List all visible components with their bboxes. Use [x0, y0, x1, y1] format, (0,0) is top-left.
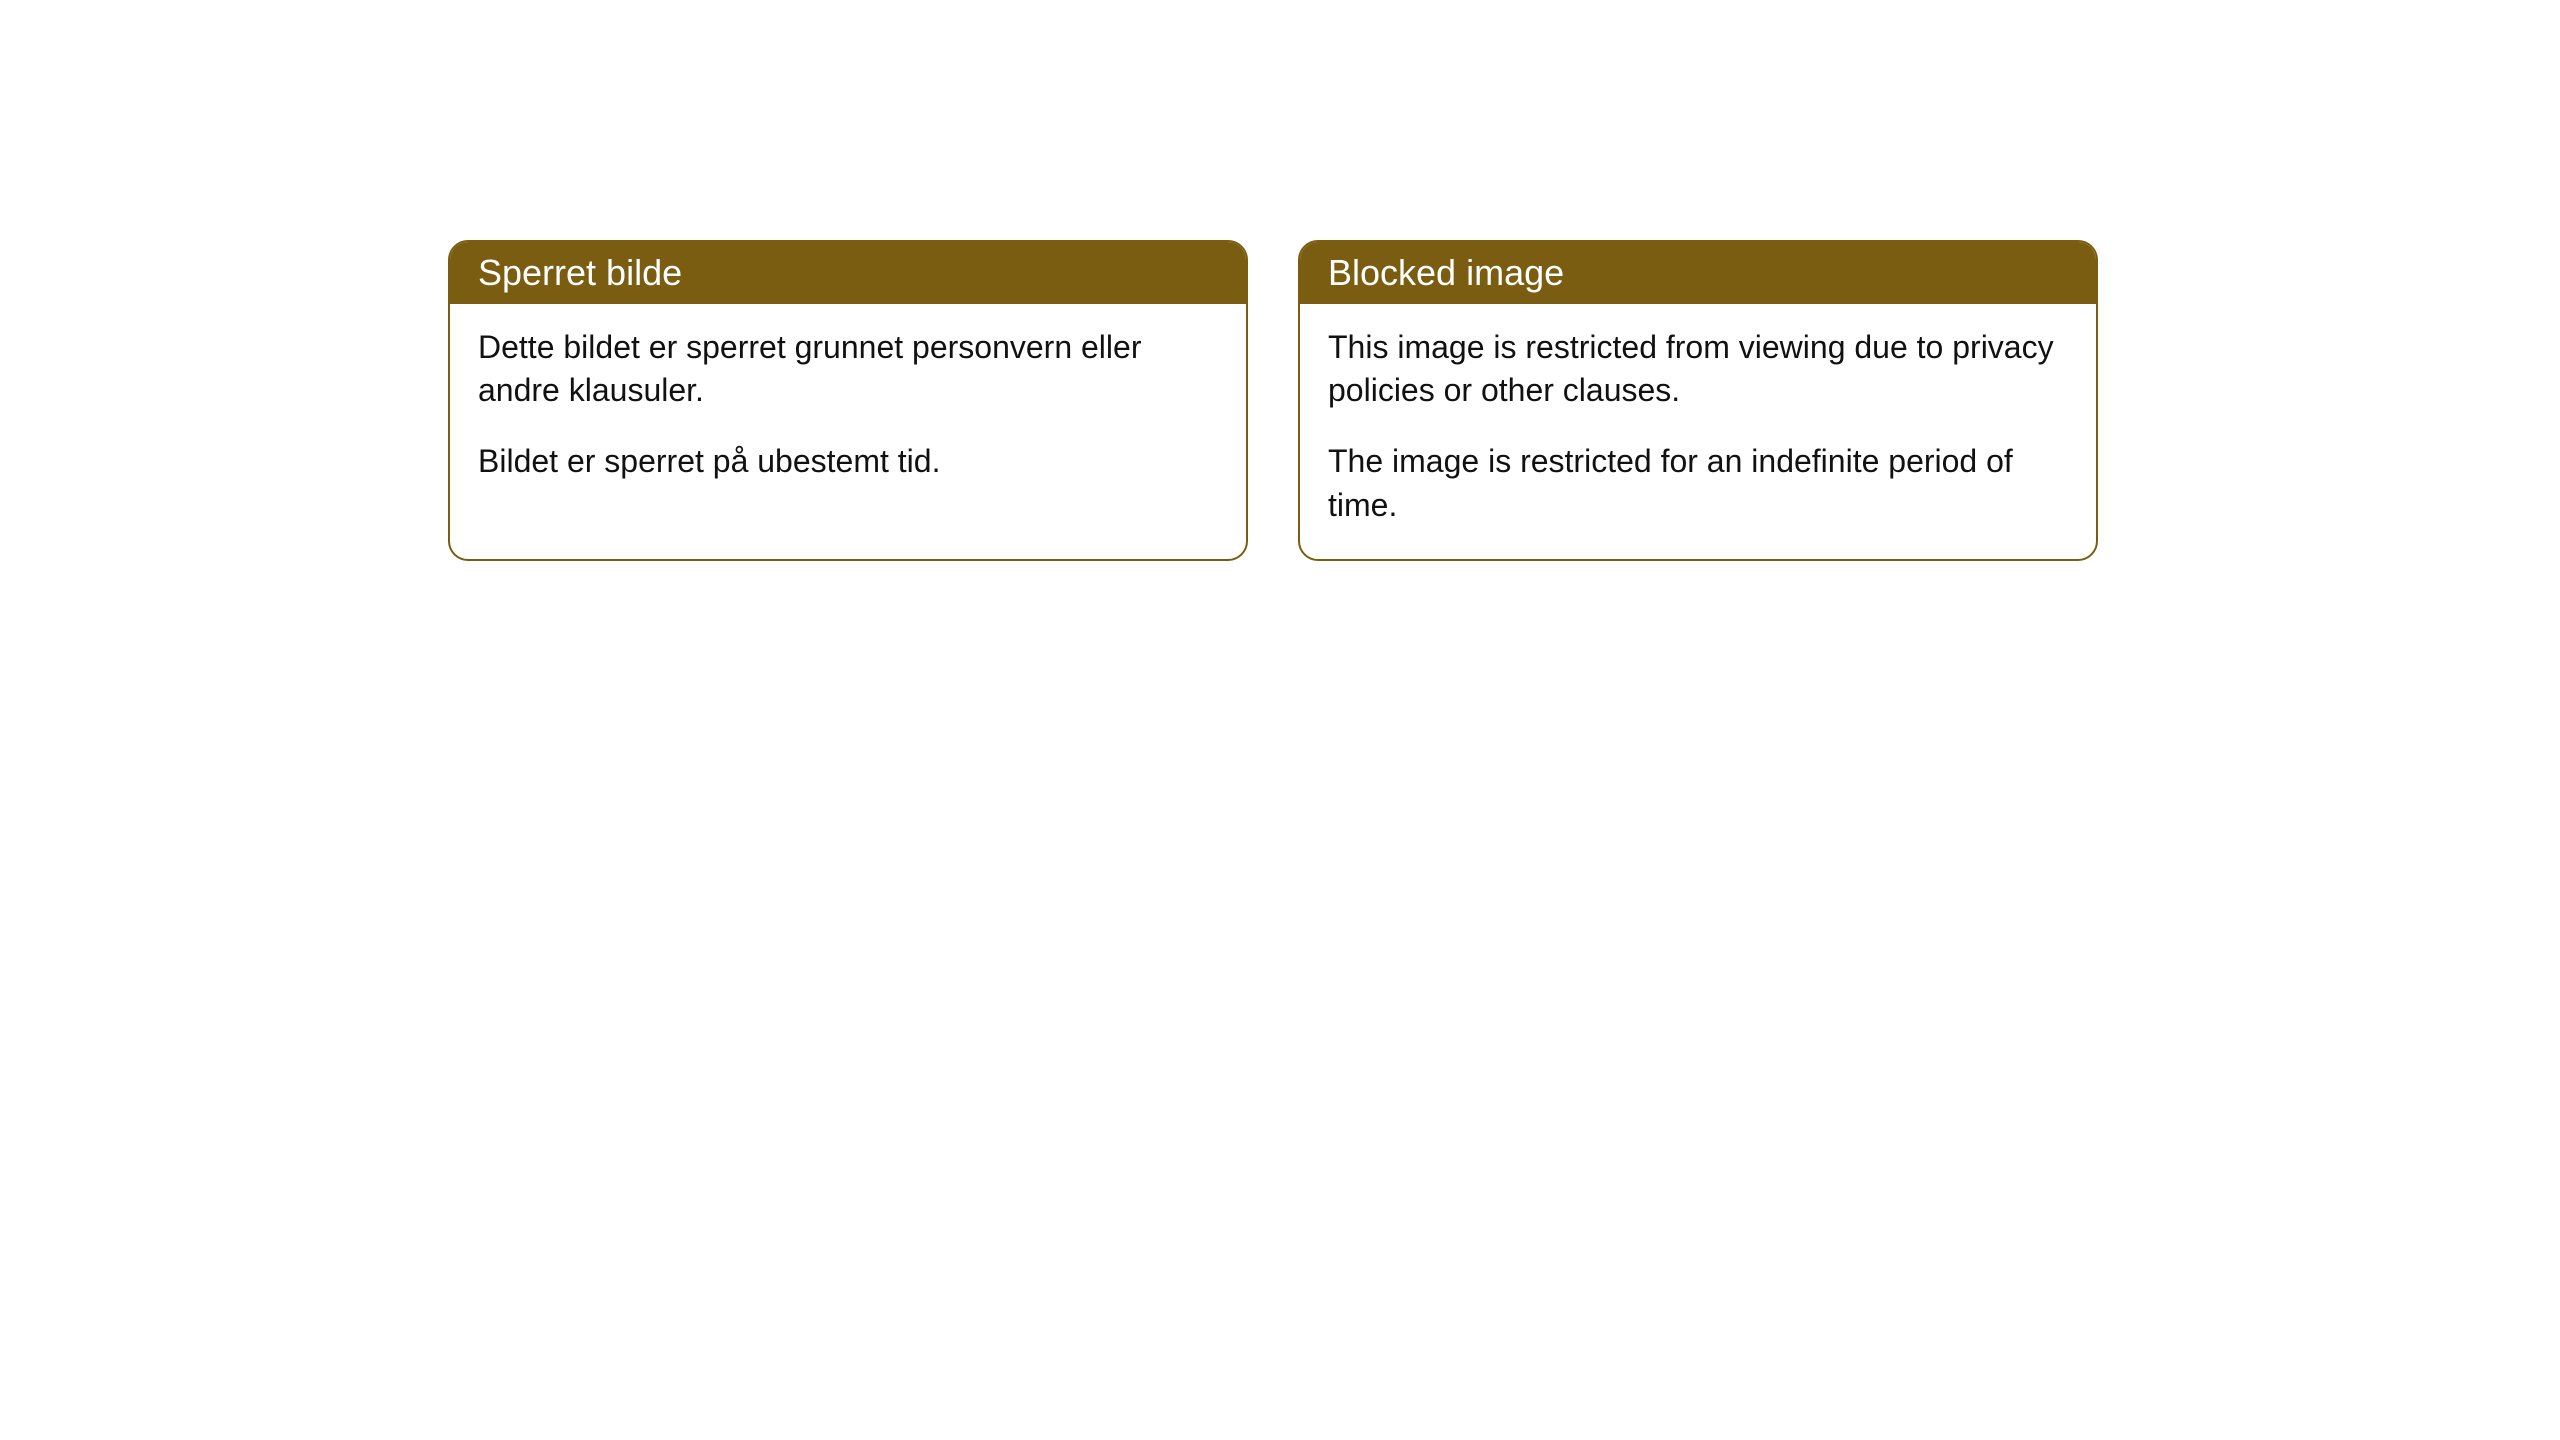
- notice-card-english: Blocked image This image is restricted f…: [1298, 240, 2098, 561]
- notice-header: Sperret bilde: [450, 242, 1246, 304]
- notice-paragraph: This image is restricted from viewing du…: [1328, 326, 2068, 412]
- notice-body: This image is restricted from viewing du…: [1300, 304, 2096, 559]
- notice-paragraph: Dette bildet er sperret grunnet personve…: [478, 326, 1218, 412]
- notice-card-norwegian: Sperret bilde Dette bildet er sperret gr…: [448, 240, 1248, 561]
- notice-paragraph: Bildet er sperret på ubestemt tid.: [478, 440, 1218, 483]
- notice-paragraph: The image is restricted for an indefinit…: [1328, 440, 2068, 526]
- notice-header: Blocked image: [1300, 242, 2096, 304]
- notice-container: Sperret bilde Dette bildet er sperret gr…: [448, 240, 2098, 561]
- notice-body: Dette bildet er sperret grunnet personve…: [450, 304, 1246, 516]
